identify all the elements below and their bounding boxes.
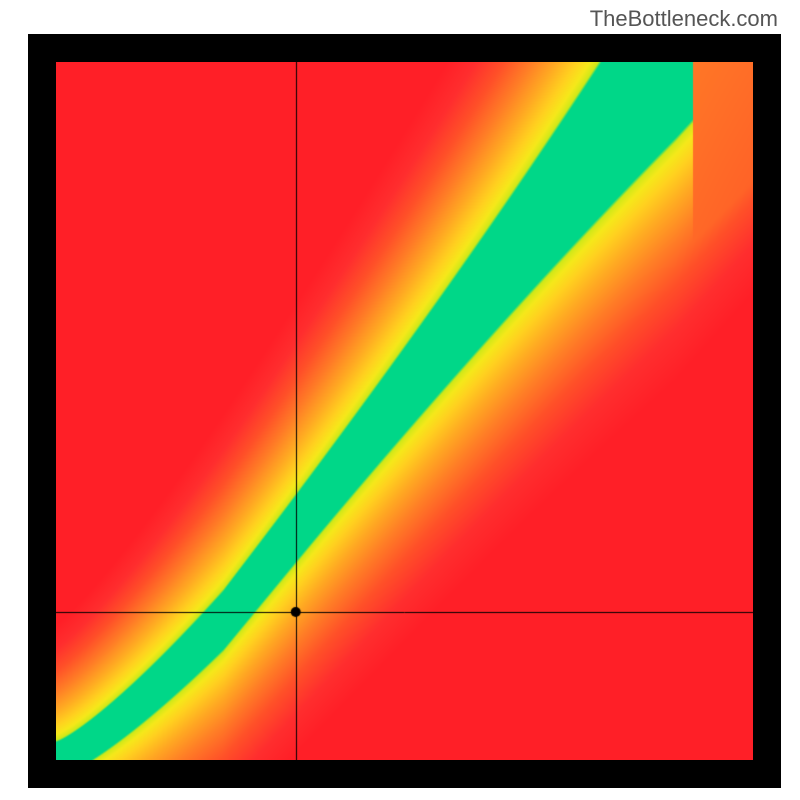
watermark-text: TheBottleneck.com [590, 6, 778, 32]
heatmap-canvas [56, 62, 753, 760]
chart-container: TheBottleneck.com [0, 0, 800, 800]
heatmap-frame [28, 34, 781, 788]
